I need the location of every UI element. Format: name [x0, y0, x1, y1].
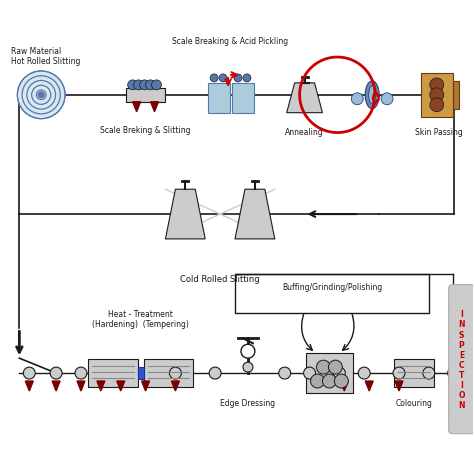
Bar — [421, 74, 453, 117]
Circle shape — [279, 367, 291, 379]
Polygon shape — [117, 381, 125, 391]
Polygon shape — [395, 381, 403, 391]
Circle shape — [18, 72, 65, 120]
Text: Scale Breking & Slitting: Scale Breking & Slitting — [100, 125, 191, 134]
Circle shape — [448, 367, 460, 379]
Text: Scale Breaking & Acid Pickling: Scale Breaking & Acid Pickling — [172, 37, 288, 46]
Circle shape — [243, 75, 251, 83]
Bar — [232, 84, 254, 114]
Polygon shape — [133, 102, 141, 112]
Text: I
N
S
P
E
C
T
I
O
N: I N S P E C T I O N — [458, 310, 465, 409]
Bar — [208, 84, 230, 114]
Polygon shape — [52, 381, 60, 391]
Polygon shape — [142, 381, 149, 391]
Circle shape — [50, 367, 62, 379]
Polygon shape — [340, 381, 348, 391]
Circle shape — [243, 362, 253, 372]
Bar — [137, 367, 144, 379]
Circle shape — [393, 367, 405, 379]
Bar — [144, 359, 193, 387]
Text: Skin Passing: Skin Passing — [415, 127, 463, 136]
Circle shape — [358, 367, 370, 379]
Bar — [126, 89, 165, 102]
Circle shape — [152, 81, 162, 91]
Text: Edge Dressing: Edge Dressing — [220, 398, 275, 407]
Polygon shape — [287, 84, 322, 114]
Circle shape — [334, 374, 348, 388]
Circle shape — [169, 367, 182, 379]
Circle shape — [134, 81, 144, 91]
Circle shape — [423, 367, 435, 379]
Polygon shape — [151, 102, 158, 112]
Circle shape — [310, 374, 325, 388]
Circle shape — [430, 79, 444, 92]
Polygon shape — [172, 381, 179, 391]
Circle shape — [333, 367, 346, 379]
Polygon shape — [365, 381, 373, 391]
Text: Heat - Treatment
(Hardening)  (Tempering): Heat - Treatment (Hardening) (Tempering) — [92, 309, 189, 329]
Circle shape — [146, 81, 155, 91]
Bar — [394, 359, 434, 387]
Polygon shape — [165, 190, 205, 239]
Circle shape — [234, 75, 242, 83]
Circle shape — [209, 367, 221, 379]
Polygon shape — [25, 381, 33, 391]
Text: Annealing: Annealing — [285, 127, 324, 136]
Circle shape — [219, 75, 227, 83]
Ellipse shape — [369, 87, 375, 105]
Bar — [306, 354, 353, 393]
Circle shape — [351, 94, 363, 106]
Circle shape — [430, 99, 444, 112]
Circle shape — [328, 360, 342, 374]
Circle shape — [322, 374, 337, 388]
Polygon shape — [235, 190, 275, 239]
Text: Buffing/Grinding/Polishing: Buffing/Grinding/Polishing — [282, 282, 382, 291]
Circle shape — [37, 92, 45, 99]
Polygon shape — [97, 381, 105, 391]
Text: Raw Material
Hot Rolled Slitting: Raw Material Hot Rolled Slitting — [11, 46, 81, 66]
Circle shape — [381, 94, 393, 106]
Circle shape — [241, 345, 255, 359]
Circle shape — [317, 360, 330, 374]
Circle shape — [23, 367, 35, 379]
Ellipse shape — [365, 82, 379, 110]
Circle shape — [303, 367, 316, 379]
Text: Colouring: Colouring — [395, 398, 432, 407]
FancyBboxPatch shape — [449, 285, 474, 434]
Circle shape — [430, 89, 444, 102]
Circle shape — [140, 81, 149, 91]
Circle shape — [128, 81, 137, 91]
Circle shape — [75, 367, 87, 379]
Circle shape — [210, 75, 218, 83]
Bar — [453, 82, 459, 110]
Polygon shape — [77, 381, 85, 391]
Bar — [88, 359, 137, 387]
Text: Cold Rolled Slitting: Cold Rolled Slitting — [180, 274, 260, 283]
